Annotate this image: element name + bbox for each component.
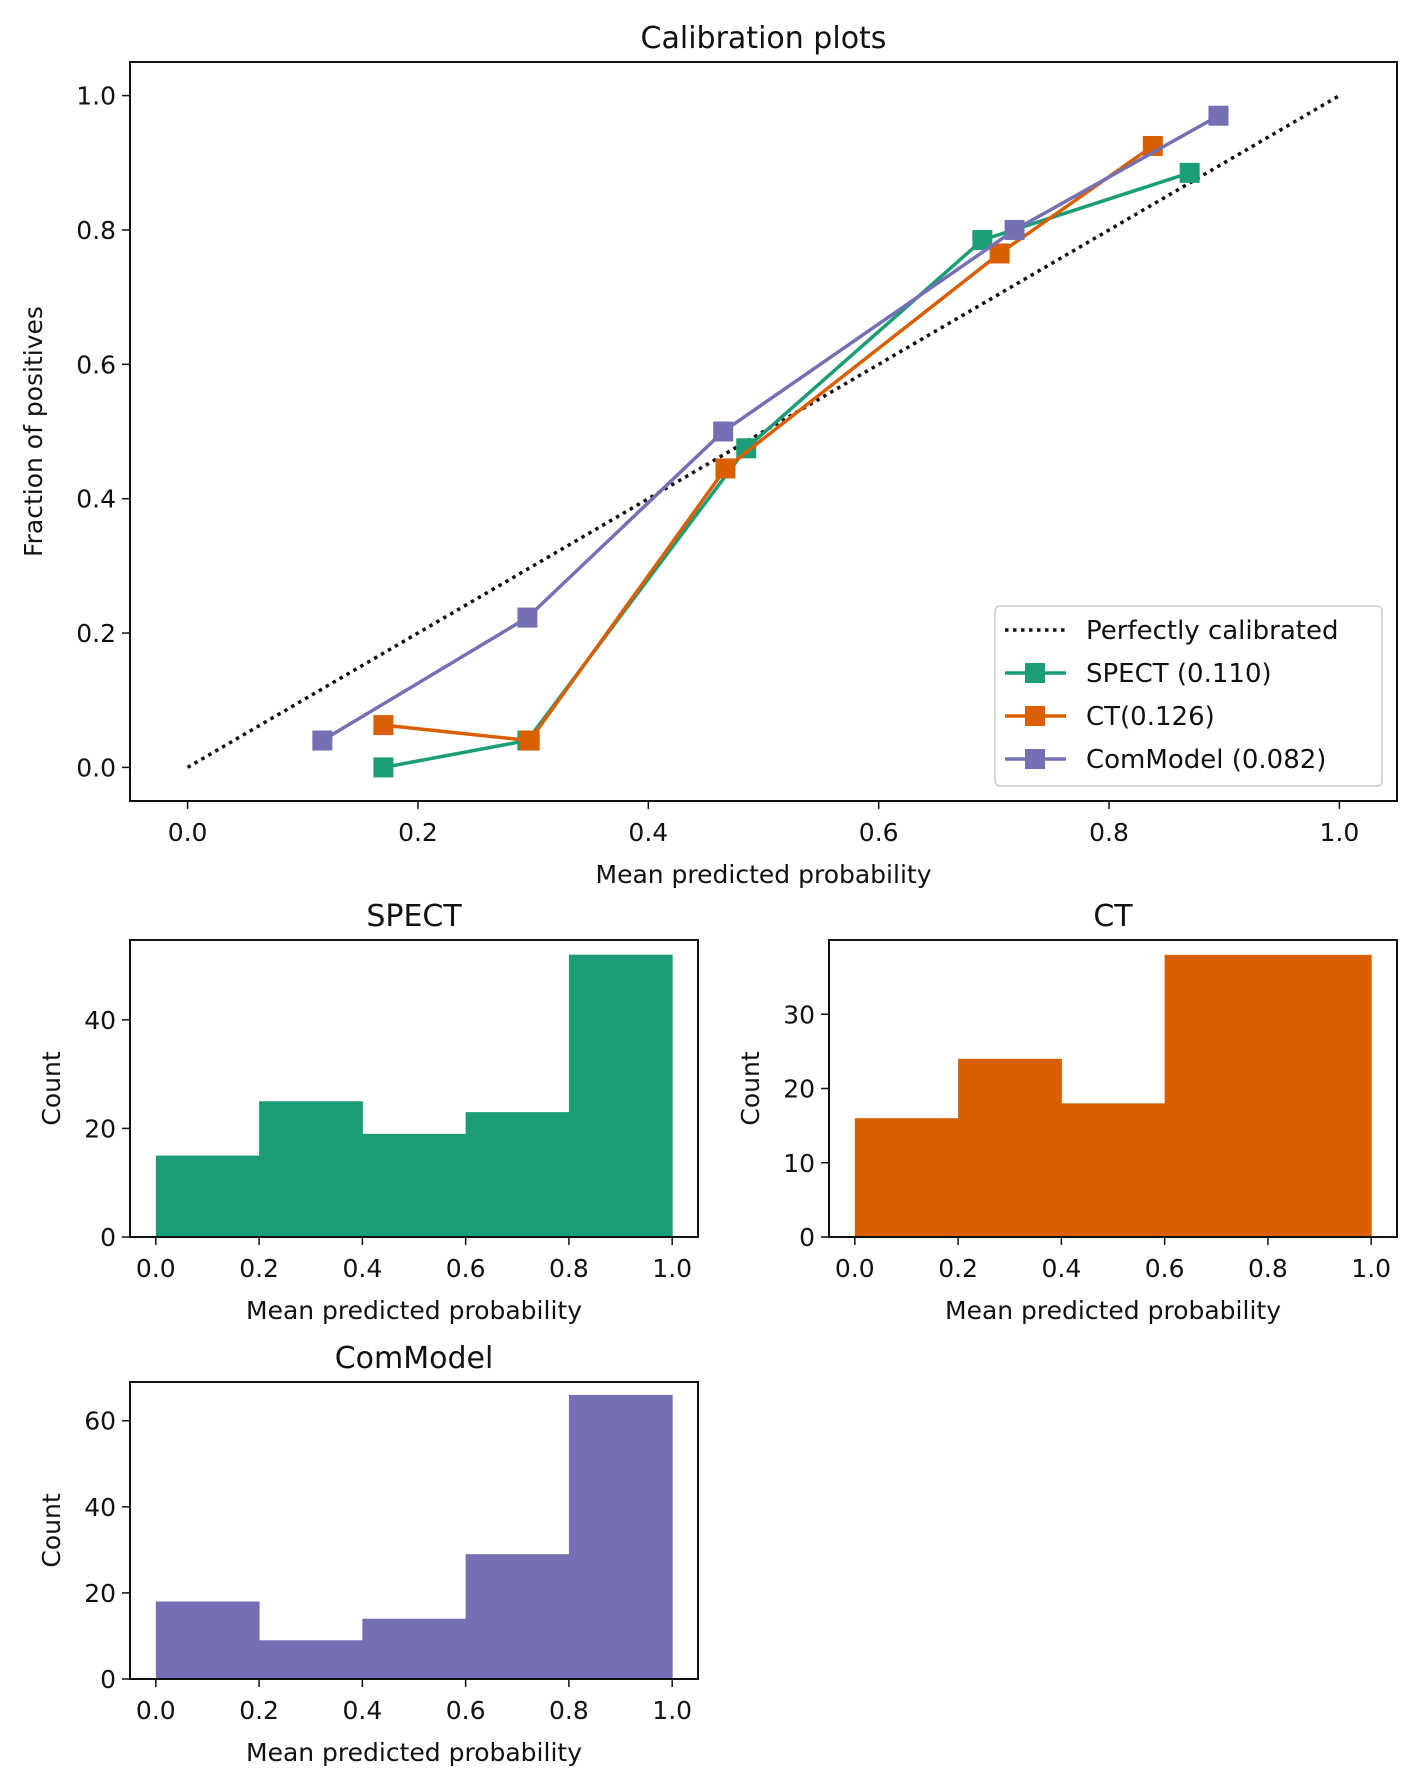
y-tick-label: 0.6 bbox=[76, 350, 116, 379]
legend-swatch-marker bbox=[1025, 749, 1045, 769]
data-point-ct bbox=[373, 715, 394, 736]
y-tick-label: 10 bbox=[783, 1149, 815, 1178]
x-tick-label: 0.4 bbox=[1041, 1254, 1081, 1283]
chart-title: SPECT bbox=[366, 899, 462, 934]
x-tick-label: 0.4 bbox=[628, 818, 668, 847]
histogram-bar bbox=[1061, 1103, 1166, 1237]
axes-frame bbox=[129, 61, 1398, 802]
x-tick-label: 1.0 bbox=[1351, 1254, 1391, 1283]
y-axis-label: Count bbox=[736, 1051, 765, 1125]
x-tick-label: 0.2 bbox=[938, 1254, 978, 1283]
legend-box bbox=[994, 605, 1383, 787]
axes-frame bbox=[129, 939, 699, 1238]
x-tick-label: 0.0 bbox=[136, 1254, 176, 1283]
y-axis-label: Count bbox=[37, 1051, 66, 1125]
histogram-bar bbox=[1164, 954, 1269, 1237]
data-point-spect bbox=[373, 757, 394, 778]
histogram-bar bbox=[465, 1112, 570, 1237]
x-axis-label: Mean predicted probability bbox=[246, 1296, 582, 1325]
histogram-bar bbox=[958, 1058, 1062, 1237]
panel-ct: CT Mean predicted probability Count 0.0 0.2 0… bbox=[736, 899, 1398, 1325]
data-point-commodel bbox=[312, 730, 333, 751]
y-tick-label: 20 bbox=[84, 1579, 116, 1608]
y-tick-label: 0.4 bbox=[76, 485, 116, 514]
axes-frame bbox=[129, 1381, 699, 1680]
legend-label: ComModel (0.082) bbox=[1086, 745, 1326, 775]
histogram-bar bbox=[1267, 954, 1372, 1237]
chart-title: Calibration plots bbox=[641, 21, 887, 56]
x-tick-label: 0.0 bbox=[168, 818, 208, 847]
x-tick-label: 0.4 bbox=[342, 1696, 382, 1725]
data-point-ct bbox=[989, 243, 1010, 264]
x-tick-label: 0.2 bbox=[239, 1254, 279, 1283]
panel-commodel: ComModel Mean predicted probability Count 0… bbox=[37, 1341, 699, 1767]
histogram-bar bbox=[155, 1155, 260, 1237]
data-point-commodel bbox=[713, 421, 734, 442]
x-tick-label: 1.0 bbox=[652, 1254, 692, 1283]
x-tick-label: 0.8 bbox=[1248, 1254, 1288, 1283]
y-tick-label: 0 bbox=[799, 1223, 815, 1252]
x-tick-label: 0.0 bbox=[136, 1696, 176, 1725]
x-tick-label: 1.0 bbox=[652, 1696, 692, 1725]
histogram-bar bbox=[362, 1618, 467, 1679]
chart-title: CT bbox=[1093, 899, 1133, 934]
x-axis-label: Mean predicted probability bbox=[945, 1296, 1281, 1325]
y-tick-label: 30 bbox=[783, 1000, 815, 1029]
x-tick-label: 0.6 bbox=[446, 1254, 486, 1283]
histogram-bar bbox=[568, 1394, 673, 1679]
data-point-ct bbox=[519, 730, 540, 751]
histogram-bar bbox=[362, 1133, 467, 1237]
y-axis-label: Fraction of positives bbox=[19, 306, 48, 557]
x-tick-label: 0.6 bbox=[446, 1696, 486, 1725]
data-point-commodel bbox=[1004, 219, 1025, 240]
x-tick-label: 0.8 bbox=[549, 1254, 589, 1283]
data-point-commodel bbox=[517, 607, 538, 628]
x-tick-label: 0.8 bbox=[549, 1696, 589, 1725]
data-point-spect bbox=[972, 230, 993, 251]
legend-swatch-marker bbox=[1025, 706, 1045, 726]
y-tick-label: 0.8 bbox=[76, 216, 116, 245]
legend-label: CT(0.126) bbox=[1086, 702, 1215, 732]
x-axis-label: Mean predicted probability bbox=[596, 860, 932, 889]
chart-title: ComModel bbox=[335, 1341, 494, 1376]
axes-frame bbox=[828, 939, 1398, 1238]
x-tick-label: 0.2 bbox=[398, 818, 438, 847]
legend-label: SPECT (0.110) bbox=[1086, 659, 1272, 689]
y-tick-label: 0 bbox=[100, 1223, 116, 1252]
x-tick-label: 0.4 bbox=[342, 1254, 382, 1283]
histogram-bar bbox=[465, 1554, 570, 1679]
data-point-ct bbox=[715, 458, 736, 479]
x-tick-label: 0.6 bbox=[1145, 1254, 1185, 1283]
y-tick-label: 0.2 bbox=[76, 619, 116, 648]
x-tick-label: 0.2 bbox=[239, 1696, 279, 1725]
y-tick-label: 1.0 bbox=[76, 82, 116, 111]
x-tick-label: 1.0 bbox=[1320, 818, 1360, 847]
y-axis-label: Count bbox=[37, 1493, 66, 1567]
legend-label: Perfectly calibrated bbox=[1086, 616, 1338, 646]
histogram-bar bbox=[259, 1640, 363, 1679]
x-tick-label: 0.0 bbox=[835, 1254, 875, 1283]
data-point-spect bbox=[736, 438, 757, 459]
x-tick-label: 0.8 bbox=[1089, 818, 1129, 847]
x-tick-label: 0.6 bbox=[859, 818, 899, 847]
y-tick-label: 40 bbox=[84, 1493, 116, 1522]
histogram-bar bbox=[568, 954, 673, 1237]
legend: Perfectly calibrated SPECT (0.110) CT(0.12… bbox=[994, 605, 1383, 787]
panel-calibration-plots: Calibration plots Mean predicted probabil… bbox=[19, 21, 1398, 889]
y-tick-label: 40 bbox=[84, 1006, 116, 1035]
histogram-bar bbox=[259, 1101, 363, 1237]
y-tick-label: 0.0 bbox=[76, 753, 116, 782]
legend-swatch-marker bbox=[1025, 663, 1045, 683]
histogram-bar bbox=[854, 1118, 959, 1237]
y-tick-label: 20 bbox=[84, 1114, 116, 1143]
panel-spect: SPECT Mean predicted probability Count 0.0 0… bbox=[37, 899, 699, 1325]
y-tick-label: 20 bbox=[783, 1075, 815, 1104]
y-tick-label: 0 bbox=[100, 1665, 116, 1694]
x-axis-label: Mean predicted probability bbox=[246, 1738, 582, 1767]
data-point-commodel bbox=[1208, 105, 1229, 126]
data-point-spect bbox=[1179, 162, 1200, 183]
histogram-bar bbox=[155, 1601, 260, 1679]
y-tick-label: 60 bbox=[84, 1407, 116, 1436]
